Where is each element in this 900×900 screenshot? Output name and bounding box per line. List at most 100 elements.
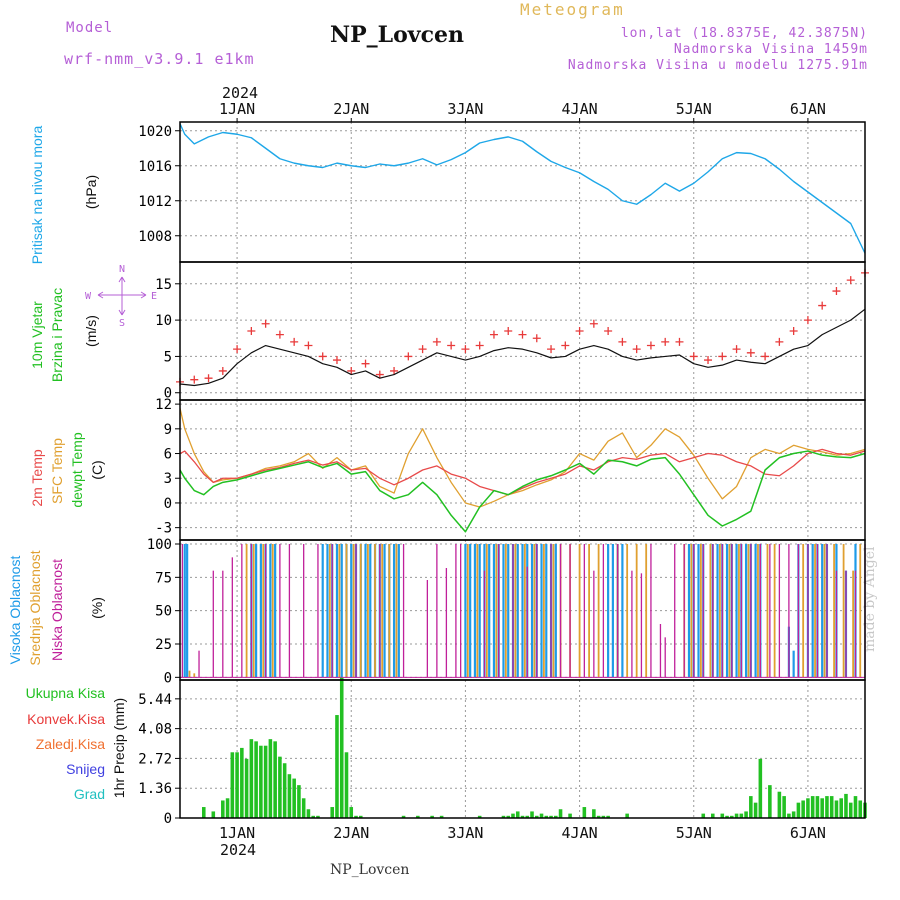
precip-bar: [311, 815, 315, 818]
ytick-label-precip-4: 5.44: [138, 692, 172, 708]
precip-bar: [753, 802, 758, 818]
precip-bar: [530, 811, 534, 818]
precip-bar: [768, 785, 772, 818]
wind-gust-marker: [261, 319, 270, 328]
wind-gust-marker: [789, 327, 798, 335]
precip-bar: [725, 815, 729, 818]
model-elevation-text: Nadmorska Visina u modelu 1275.91m: [567, 58, 868, 73]
precip-bar: [858, 800, 863, 818]
precip-bar: [297, 785, 301, 818]
wind-gust-marker: [618, 337, 627, 346]
precip-bar: [596, 815, 601, 818]
wind-gust-marker: [561, 341, 570, 350]
precip-unit: 1hr Precip (mm): [111, 698, 127, 798]
precip-bar: [853, 796, 858, 818]
precip-bar: [582, 807, 587, 818]
temp-unit: (C): [89, 460, 105, 479]
ytick-label-clouds-0: 0: [164, 670, 172, 686]
precip-bar: [539, 813, 544, 818]
temp-sfc-ylabel: SFC Temp: [49, 438, 65, 504]
ytick-label-clouds-2: 50: [155, 604, 172, 620]
precip-bar: [339, 677, 344, 818]
wind-gust-marker: [589, 319, 598, 328]
precip-bar: [211, 811, 216, 818]
compass-north: N: [119, 264, 125, 275]
precip-bar: [520, 815, 525, 818]
wind-gust-marker: [275, 330, 284, 339]
precip-bar: [801, 800, 805, 818]
panel-frame-temperature: [179, 399, 866, 541]
ytick-label-wind-3: 15: [155, 277, 172, 293]
precip-bar: [782, 796, 786, 818]
precip-bar: [316, 815, 320, 818]
wind-gust-marker: [347, 366, 356, 375]
precip-bar: [720, 813, 725, 818]
precip-legend-0: Ukupna Kisa: [26, 685, 106, 701]
precip-bar: [558, 809, 563, 818]
precip-bar: [777, 791, 782, 818]
temp-sfc-line: [179, 408, 866, 508]
wind-gust-marker: [746, 348, 755, 357]
precip-bar: [544, 815, 549, 818]
year-label-bottom: 2024: [220, 841, 256, 859]
precip-bar: [815, 796, 820, 818]
meteogram-label: Meteogram: [520, 0, 625, 19]
cloud-unit: (%): [89, 597, 105, 619]
precip-bar: [273, 741, 277, 818]
model-name: wrf-nmm_v3.9.1 e1km: [64, 50, 255, 68]
ytick-label-pressure-1: 1012: [138, 194, 172, 210]
precip-bar: [839, 798, 843, 818]
precip-bar: [834, 800, 839, 818]
ytick-label-clouds-3: 75: [155, 570, 172, 586]
precip-bar: [439, 815, 444, 818]
precip-bar: [221, 800, 225, 818]
wind-gust-marker: [604, 327, 613, 335]
precip-legend-4: Grad: [74, 786, 105, 802]
day-label-top-5: 6JAN: [790, 100, 826, 118]
precip-bar: [549, 815, 553, 818]
precip-bar: [416, 815, 420, 818]
wind-gust-marker: [775, 337, 784, 346]
wind-gust-marker: [518, 330, 527, 339]
precip-bar: [240, 747, 244, 818]
wind-gust-marker: [390, 366, 399, 375]
wind-gust-marker: [361, 359, 370, 368]
wind-gust-marker: [632, 345, 641, 354]
precip-bar: [430, 815, 434, 818]
precip-bar: [515, 811, 520, 818]
ytick-label-clouds-4: 100: [147, 537, 172, 553]
precip-bar: [501, 815, 506, 818]
wind-gust-marker: [447, 341, 456, 350]
precip-bar: [401, 815, 406, 818]
day-label-top-0: 1JAN: [219, 100, 255, 118]
wind-gust-marker: [732, 345, 741, 354]
wind-gust-marker: [233, 345, 242, 354]
dewpoint-ylabel: dewpt Temp: [69, 432, 85, 507]
precip-bar: [592, 809, 596, 818]
elevation-text: Nadmorska Visina 1459m: [673, 42, 868, 57]
pressure-unit: (hPa): [83, 175, 99, 209]
day-label-top-4: 5JAN: [676, 100, 712, 118]
ytick-label-wind-0: 0: [164, 386, 172, 402]
precip-bar: [301, 798, 306, 818]
day-label-bottom-5: 6JAN: [790, 824, 826, 842]
ytick-label-precip-1: 1.36: [138, 781, 172, 797]
wind-gust-marker: [675, 337, 684, 346]
precip-bar: [820, 798, 824, 818]
wind-gust-marker: [689, 352, 698, 361]
footer-station: NP_Lovcen: [330, 862, 410, 878]
precip-bar: [710, 813, 715, 818]
wind-gust-marker: [761, 352, 770, 361]
ytick-label-temperature-3: 6: [164, 447, 172, 463]
day-label-bottom-0: 1JAN: [219, 824, 255, 842]
precip-bar: [825, 796, 829, 818]
ytick-label-temperature-4: 9: [164, 422, 172, 438]
precip-legend-3: Snijeg: [66, 761, 105, 777]
wind-gust-marker: [304, 341, 313, 350]
wind-gust-marker: [504, 327, 513, 335]
temp-2m-ylabel: 2m Temp: [29, 449, 45, 507]
wind-gust-marker: [218, 366, 227, 375]
precip-bar: [358, 815, 363, 818]
wind-gust-marker: [646, 341, 655, 350]
precip-bar: [739, 813, 744, 818]
